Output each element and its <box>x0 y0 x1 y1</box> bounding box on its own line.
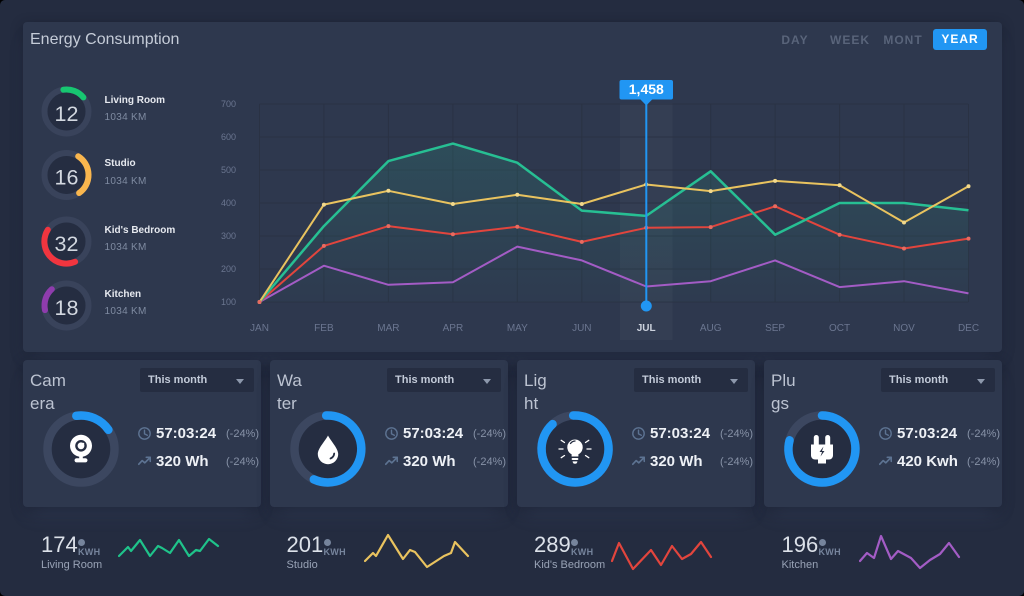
svg-text:16: 16 <box>55 166 79 190</box>
svg-text:500: 500 <box>221 165 236 175</box>
svg-text:DEC: DEC <box>958 323 979 334</box>
svg-text:SEP: SEP <box>765 323 785 334</box>
svg-text:100: 100 <box>221 297 236 307</box>
svg-text:12: 12 <box>55 102 79 126</box>
svg-text:OCT: OCT <box>829 323 850 334</box>
svg-text:JAN: JAN <box>250 323 269 334</box>
svg-text:400: 400 <box>221 198 236 208</box>
svg-text:APR: APR <box>443 323 464 334</box>
svg-text:AUG: AUG <box>700 323 722 334</box>
svg-text:200: 200 <box>221 264 236 274</box>
svg-text:FEB: FEB <box>314 323 334 334</box>
svg-text:JUN: JUN <box>572 323 591 334</box>
svg-text:MAR: MAR <box>377 323 399 334</box>
svg-text:600: 600 <box>221 132 236 142</box>
svg-text:MAY: MAY <box>507 323 528 334</box>
svg-text:32: 32 <box>55 232 79 256</box>
svg-text:300: 300 <box>221 231 236 241</box>
svg-text:NOV: NOV <box>893 323 915 334</box>
svg-text:18: 18 <box>55 296 79 320</box>
svg-text:700: 700 <box>221 99 236 109</box>
svg-text:1,458: 1,458 <box>629 81 664 97</box>
svg-text:JUL: JUL <box>637 323 656 334</box>
